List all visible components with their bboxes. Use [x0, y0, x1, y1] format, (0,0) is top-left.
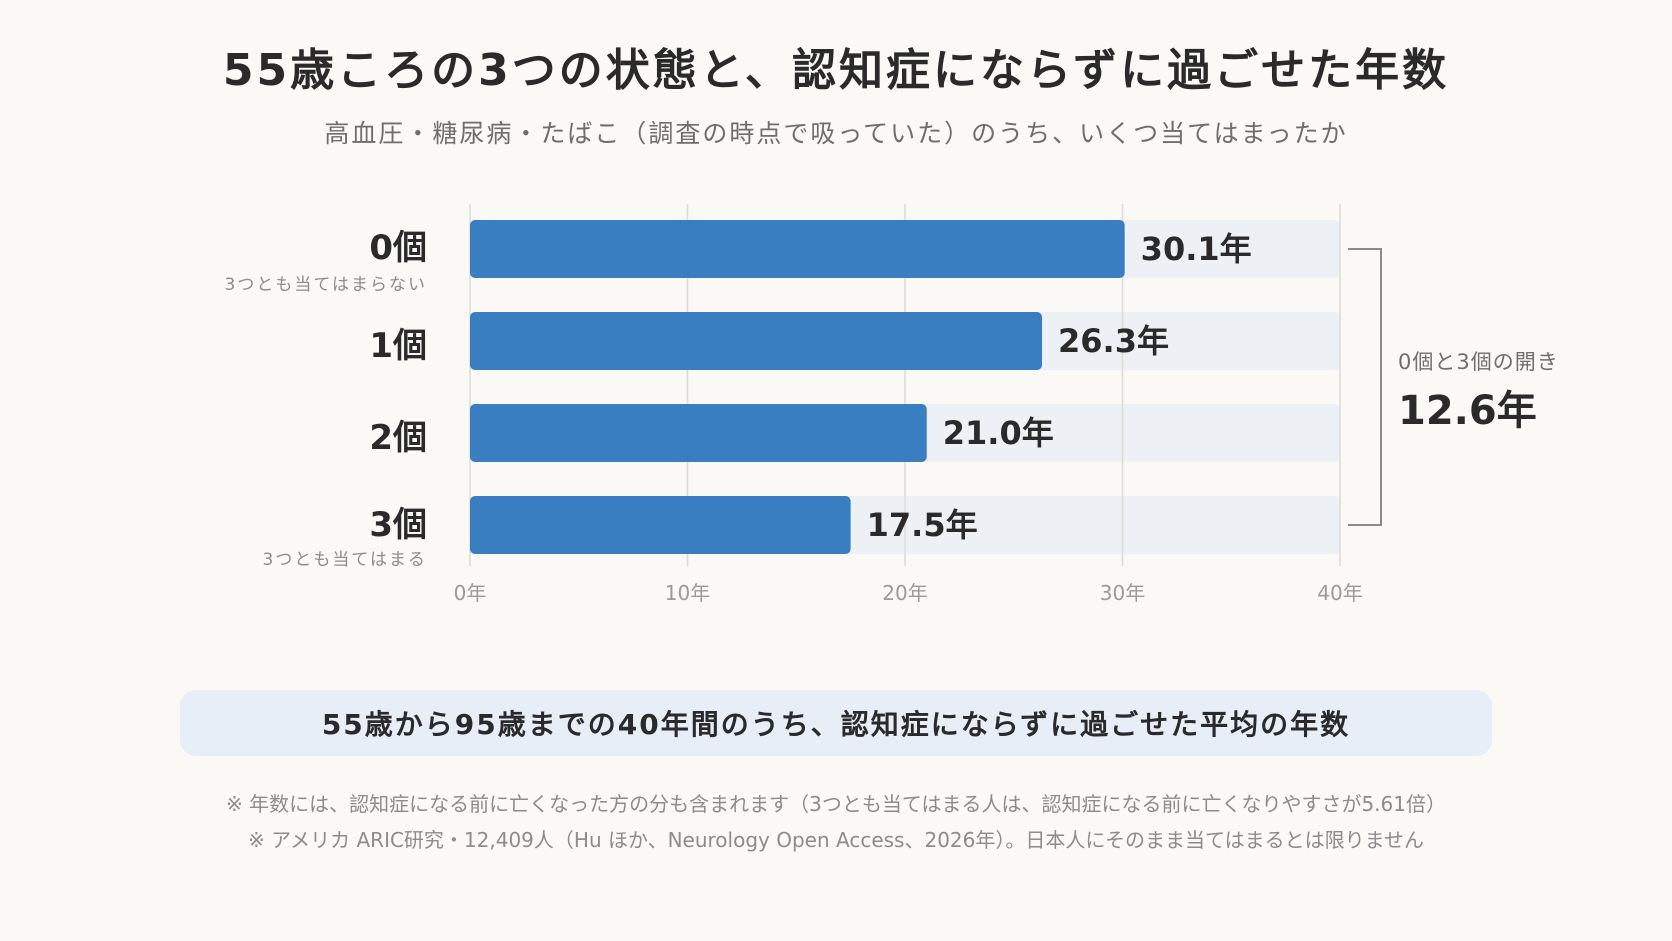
x-tick-label-1: 10年	[665, 581, 710, 605]
chart-title: 55歳ころの3つの状態と、認知症にならずに過ごせた年数	[222, 45, 1450, 96]
bar-value-label-3: 17.5年	[867, 506, 978, 544]
bar-value-label-0: 30.1年	[1141, 230, 1252, 268]
footnote-1: ※ 年数には、認知症になる前に亡くなった方の分も含まれます（3つとも当てはまる人…	[226, 792, 1446, 816]
x-tick-label-4: 40年	[1317, 581, 1362, 605]
caption-text: 55歳から95歳までの40年間のうち、認知症にならずに過ごせた平均の年数	[321, 708, 1351, 741]
caption-box: 55歳から95歳までの40年間のうち、認知症にならずに過ごせた平均の年数	[180, 690, 1492, 756]
footnote-2: ※ アメリカ ARIC研究・12,409人（Hu ほか、Neurology Op…	[248, 828, 1424, 852]
gap-annotation-label: 0個と3個の開き	[1398, 350, 1559, 374]
bar-value-label-1: 26.3年	[1058, 322, 1169, 360]
row-label-3: 3個	[369, 505, 427, 545]
row-sublabel-0: 3つとも当てはまらない	[224, 275, 427, 295]
bar-2	[470, 404, 927, 462]
gap-bracket	[1348, 248, 1382, 526]
gap-annotation-value: 12.6年	[1398, 388, 1537, 434]
row-label-1: 1個	[369, 326, 427, 366]
bar-0	[470, 220, 1125, 278]
chart-subtitle: 高血圧・糖尿病・たばこ（調査の時点で吸っていた）のうち、いくつ当てはまったか	[324, 119, 1348, 148]
row-label-0: 0個	[369, 228, 427, 268]
x-tick-label-0: 0年	[454, 581, 487, 605]
bar-value-label-2: 21.0年	[943, 414, 1054, 452]
x-tick-label-2: 20年	[882, 581, 927, 605]
bar-3	[470, 496, 851, 554]
bar-1	[470, 312, 1043, 370]
row-sublabel-3: 3つとも当てはまる	[262, 550, 427, 570]
x-tick-label-3: 30年	[1100, 581, 1145, 605]
row-label-2: 2個	[369, 418, 427, 458]
